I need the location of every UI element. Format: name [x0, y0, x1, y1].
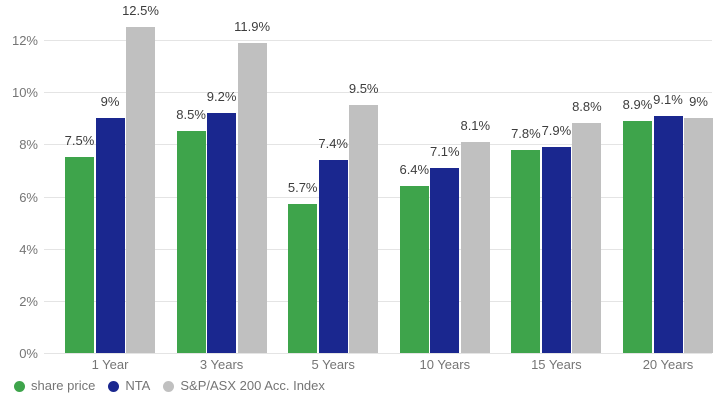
bar-value-label: 7.5%	[64, 133, 95, 149]
x-axis-category-label: 1 Year	[91, 357, 129, 372]
legend-item-s-p-asx-200-acc-index: S&P/ASX 200 Acc. Index	[163, 379, 325, 393]
bar-s-p-asx-200-acc-index-1-year	[126, 26, 155, 353]
bar-nta-3-years	[207, 113, 237, 353]
x-axis-category-label: 10 Years	[419, 357, 471, 372]
chart-legend: share price NTA S&P/ASX 200 Acc. Index	[14, 379, 325, 393]
bar-value-label: 7.4%	[318, 135, 348, 151]
bar-share-price-10-years	[399, 186, 429, 353]
bar-value-label: 7.8%	[511, 125, 541, 141]
bar-value-label: 8.8%	[572, 99, 602, 115]
bar-value-label: 7.9%	[541, 122, 572, 138]
bar-s-p-asx-200-acc-index-10-years	[460, 141, 490, 353]
bar-value-label: 8.1%	[460, 117, 491, 133]
bar-s-p-asx-200-acc-index-5-years	[349, 105, 379, 353]
bar-nta-10-years	[430, 167, 460, 353]
legend-color-dot-icon	[14, 380, 25, 392]
y-axis-tick-label: 10%	[11, 85, 38, 101]
y-axis-tick-label: 8%	[19, 137, 38, 153]
bar-nta-1-year	[95, 118, 125, 353]
bar-share-price-3-years	[176, 131, 206, 353]
bar-value-label: 6.4%	[399, 162, 430, 178]
bar-value-label: 12.5%	[122, 2, 159, 18]
bar-s-p-asx-200-acc-index-15-years	[572, 123, 602, 353]
bar-value-label: 9.2%	[206, 89, 237, 105]
x-axis-category-label: 3 Years	[199, 357, 244, 372]
y-axis-tick-label: 2%	[19, 293, 38, 309]
bar-share-price-15-years	[511, 149, 541, 353]
bar-value-label: 9%	[689, 94, 708, 110]
legend-label: share price	[31, 378, 96, 393]
bar-nta-5-years	[318, 159, 348, 353]
bar-value-label: 5.7%	[287, 180, 318, 196]
bar-s-p-asx-200-acc-index-20-years	[684, 118, 713, 353]
y-axis-tick-label: 12%	[11, 33, 38, 48]
bar-value-label: 9.1%	[653, 91, 683, 107]
bar-value-label: 11.9%	[234, 18, 271, 34]
bar-value-label: 9%	[100, 94, 120, 110]
legend-label: S&P/ASX 200 Acc. Index	[180, 378, 325, 393]
bar-value-label: 7.1%	[429, 143, 460, 159]
bar-s-p-asx-200-acc-index-3-years	[237, 42, 267, 353]
x-axis-category-label: 20 Years	[642, 357, 694, 372]
x-axis-category-label: 5 Years	[311, 357, 355, 372]
bar-value-label: 8.9%	[622, 96, 653, 112]
bar-share-price-5-years	[288, 204, 318, 353]
legend-item-nta: NTA	[108, 379, 150, 393]
gridline	[44, 92, 712, 94]
bar-nta-20-years	[653, 115, 683, 353]
legend-label: NTA	[125, 378, 151, 393]
gridline	[44, 40, 712, 41]
y-axis-tick-label: 4%	[19, 241, 38, 257]
y-axis-tick-label: 6%	[19, 189, 38, 205]
legend-color-dot-icon	[108, 380, 120, 392]
gridline	[44, 353, 712, 354]
legend-color-dot-icon	[163, 380, 175, 392]
bar-share-price-1-year	[65, 157, 94, 353]
y-axis-tick-label: 0%	[19, 346, 38, 361]
legend-item-share-price: share price	[14, 379, 95, 393]
x-axis-category-label: 15 Years	[531, 357, 582, 372]
bar-nta-15-years	[541, 146, 571, 353]
bar-share-price-20-years	[623, 120, 652, 353]
bar-value-label: 8.5%	[176, 107, 206, 123]
bar-value-label: 9.5%	[348, 81, 379, 97]
